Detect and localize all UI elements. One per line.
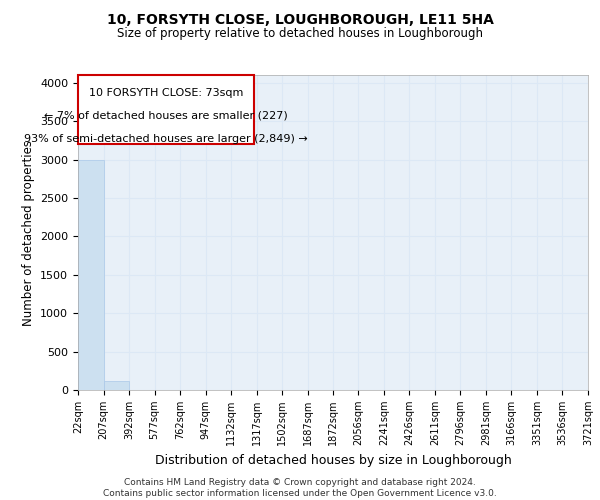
Text: Size of property relative to detached houses in Loughborough: Size of property relative to detached ho… [117,28,483,40]
Text: 10, FORSYTH CLOSE, LOUGHBOROUGH, LE11 5HA: 10, FORSYTH CLOSE, LOUGHBOROUGH, LE11 5H… [107,12,493,26]
X-axis label: Distribution of detached houses by size in Loughborough: Distribution of detached houses by size … [155,454,511,466]
Text: 10 FORSYTH CLOSE: 73sqm: 10 FORSYTH CLOSE: 73sqm [89,88,243,98]
Text: Contains HM Land Registry data © Crown copyright and database right 2024.
Contai: Contains HM Land Registry data © Crown c… [103,478,497,498]
Bar [104,381,129,390]
FancyBboxPatch shape [78,75,254,144]
Text: ← 7% of detached houses are smaller (227): ← 7% of detached houses are smaller (227… [44,110,288,120]
Bar [78,160,104,390]
Text: 93% of semi-detached houses are larger (2,849) →: 93% of semi-detached houses are larger (… [24,134,308,143]
Y-axis label: Number of detached properties: Number of detached properties [22,140,35,326]
